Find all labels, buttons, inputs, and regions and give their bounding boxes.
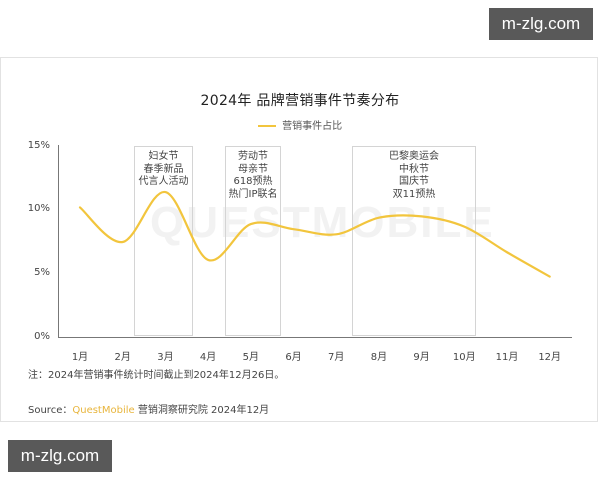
x-tick: 12月 bbox=[538, 352, 562, 363]
legend-line-icon bbox=[257, 125, 276, 127]
y-tick-0: 0% bbox=[34, 331, 50, 342]
x-tick: 6月 bbox=[285, 352, 302, 363]
series-line bbox=[78, 190, 551, 278]
x-tick: 4月 bbox=[199, 352, 217, 363]
y-tick-5: 5% bbox=[34, 267, 50, 278]
event-label: 妇女节 bbox=[148, 151, 179, 162]
site-watermark-top: m-zlg.com bbox=[489, 8, 593, 40]
x-tick: 7月 bbox=[328, 352, 345, 363]
source-brand: QuestMobile bbox=[72, 405, 135, 416]
footnote: 注：2024年营销事件统计时间截止到2024年12月26日。 bbox=[28, 370, 285, 381]
legend-label: 营销事件占比 bbox=[282, 121, 343, 132]
chart-card bbox=[0, 57, 598, 422]
x-tick: 10月 bbox=[452, 352, 476, 363]
x-tick: 9月 bbox=[413, 352, 430, 363]
event-label: 国庆节 bbox=[399, 176, 429, 187]
x-tick: 11月 bbox=[495, 352, 519, 363]
x-tick: 2月 bbox=[114, 352, 131, 363]
event-label: 劳动节 bbox=[238, 151, 268, 162]
source-label: Source： bbox=[28, 405, 73, 416]
event-box-may: 劳动节 母亲节 618预热 热门IP联名 bbox=[225, 146, 281, 336]
chart-title: 2024年 品牌营销事件节奏分布 bbox=[200, 93, 400, 109]
event-label: 巴黎奥运会 bbox=[389, 151, 439, 162]
event-label: 热门IP联名 bbox=[228, 188, 278, 200]
event-label: 双11预热 bbox=[392, 188, 436, 200]
event-label: 代言人活动 bbox=[138, 176, 189, 187]
site-watermark-bottom: m-zlg.com bbox=[8, 440, 112, 472]
event-label: 中秋节 bbox=[399, 163, 429, 175]
x-tick: 3月 bbox=[157, 352, 174, 363]
questmobile-watermark: QUESTMOBILE bbox=[150, 198, 495, 247]
y-tick-10: 10% bbox=[27, 203, 50, 214]
chart-legend: 营销事件占比 bbox=[0, 117, 600, 132]
event-label: 春季新品 bbox=[143, 163, 184, 175]
event-label: 618预热 bbox=[233, 176, 273, 187]
event-box-march: 妇女节 春季新品 代言人活动 bbox=[134, 146, 193, 336]
x-tick: 1月 bbox=[71, 352, 89, 363]
y-tick-15: 15% bbox=[27, 140, 50, 151]
event-label: 母亲节 bbox=[238, 163, 268, 175]
x-tick: 8月 bbox=[370, 352, 388, 363]
event-box-aug-oct: 巴黎奥运会 中秋节 国庆节 双11预热 bbox=[352, 146, 476, 336]
source-text: 营销洞察研究院 2024年12月 bbox=[134, 405, 270, 416]
x-tick: 5月 bbox=[242, 352, 259, 363]
source-line: Source：QuestMobile 营销洞察研究院 2024年12月 bbox=[28, 401, 269, 416]
